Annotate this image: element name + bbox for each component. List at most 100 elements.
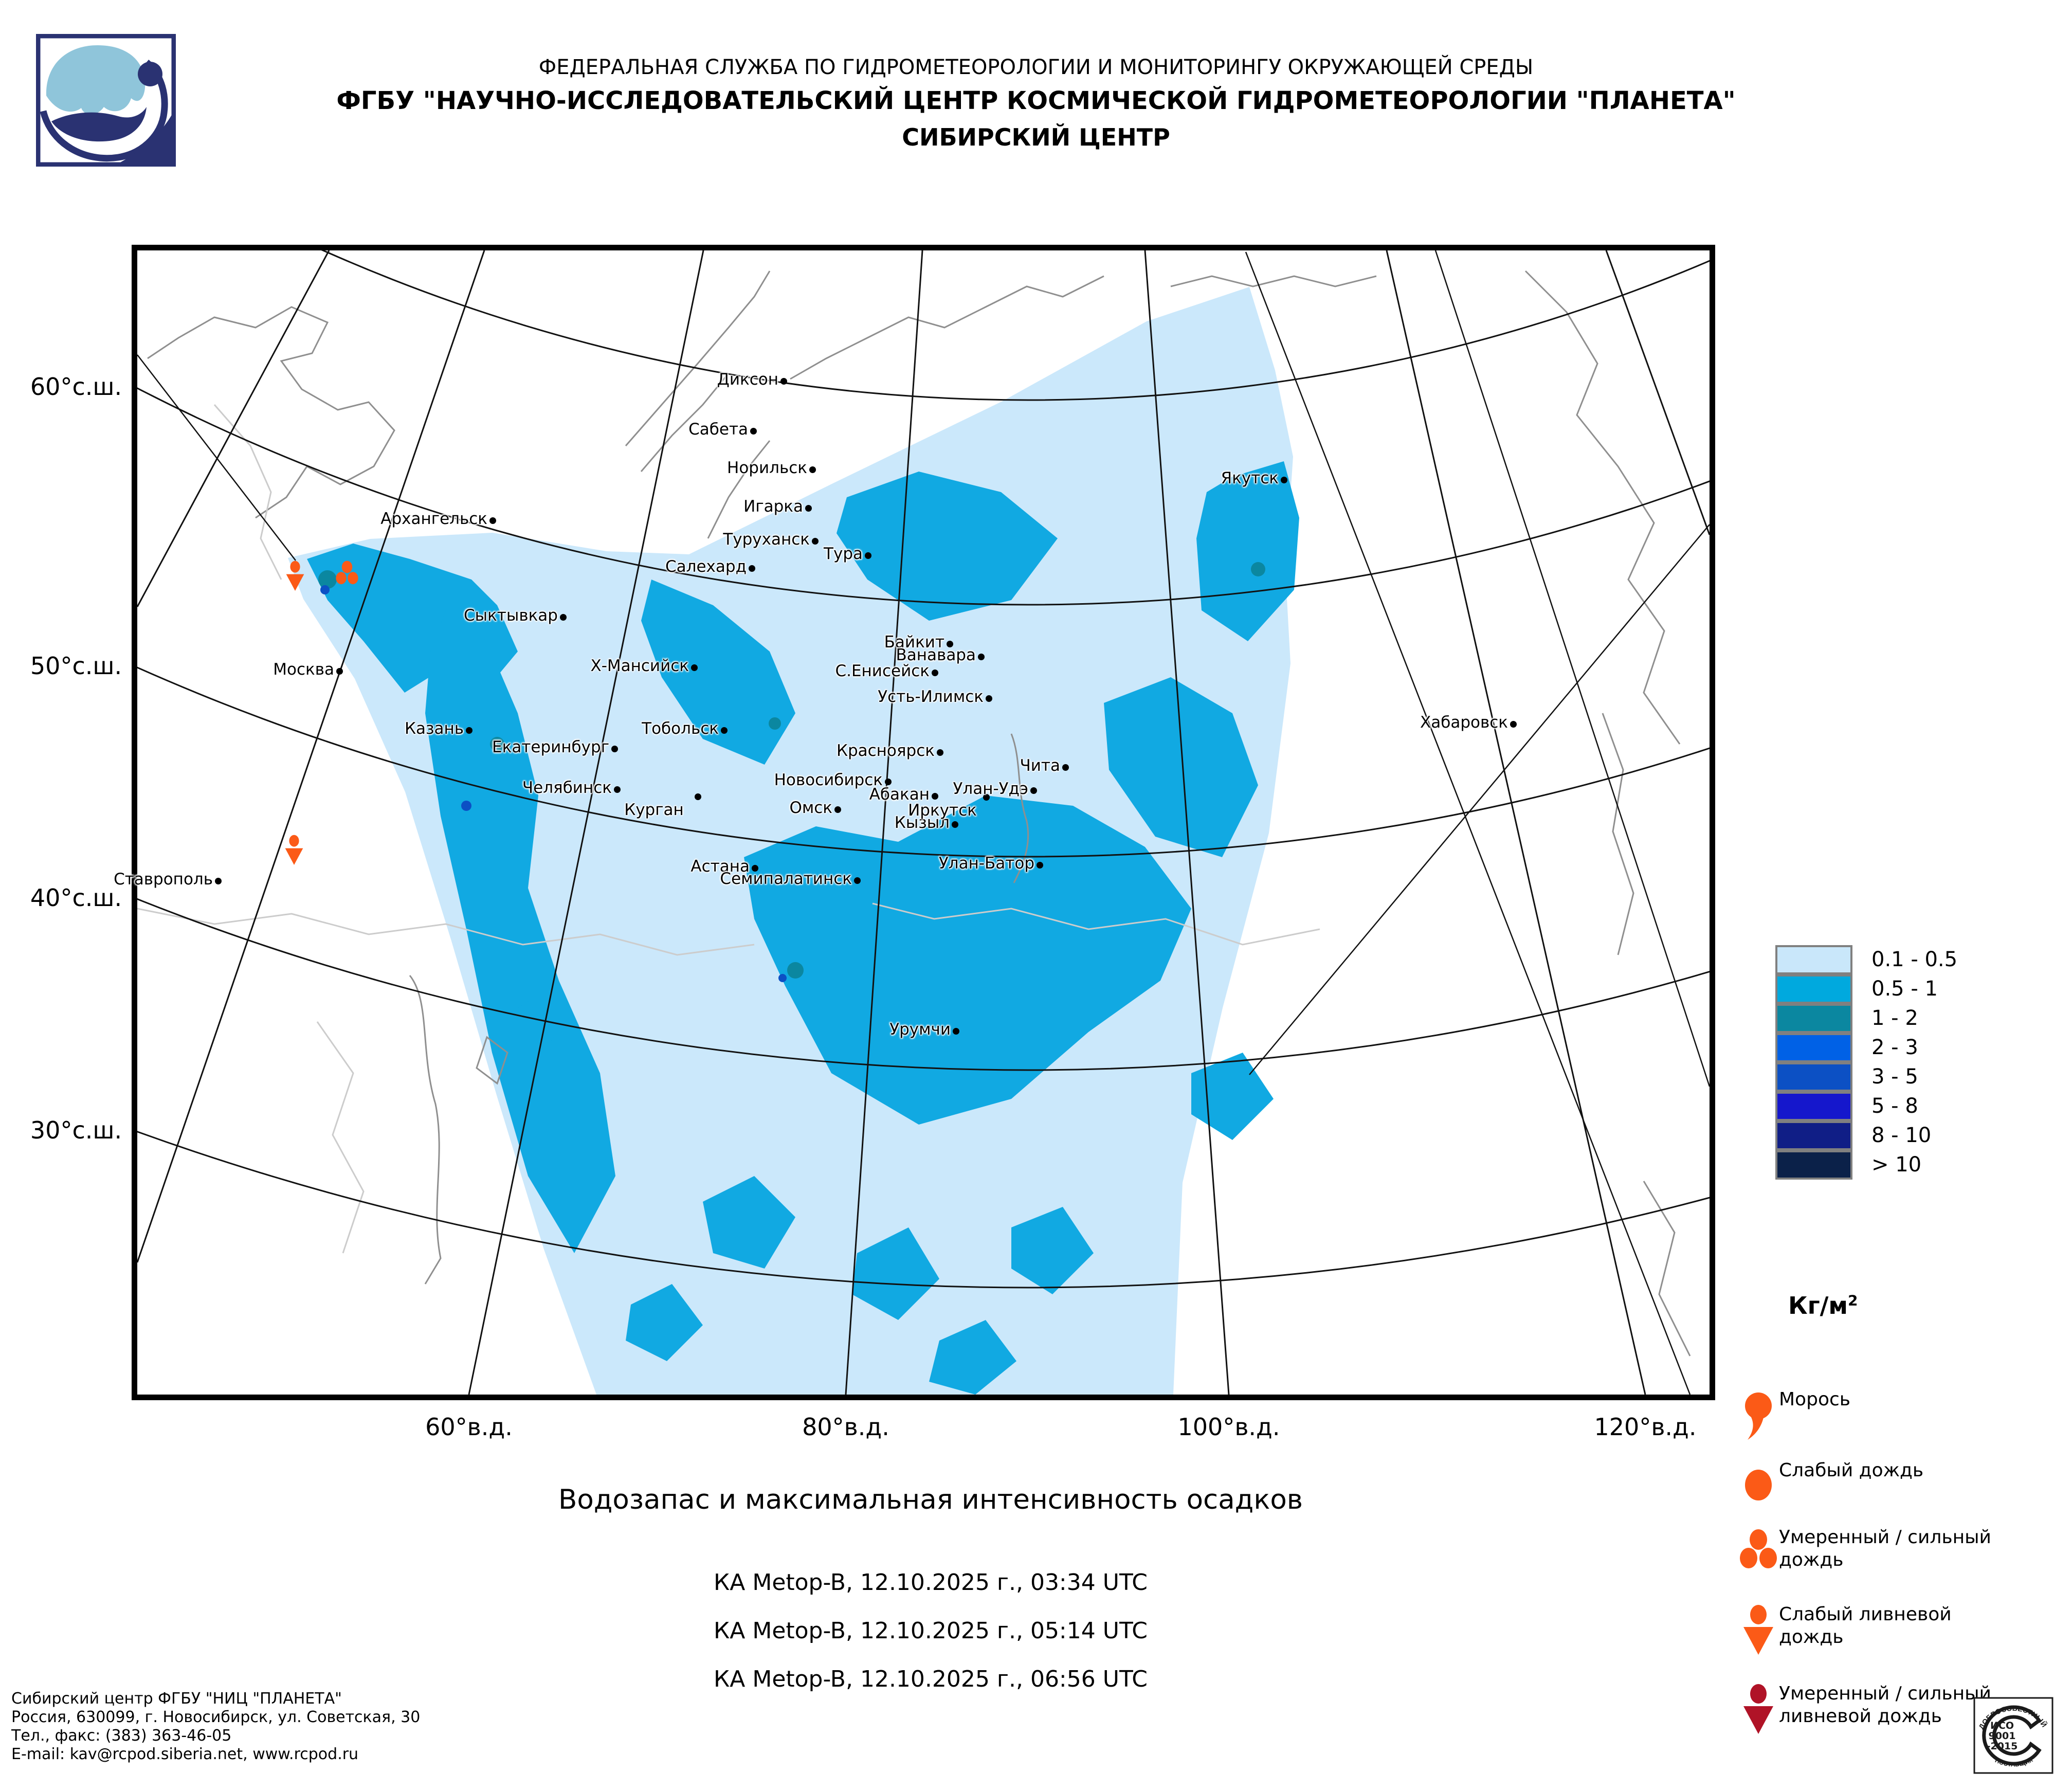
legend-color-swatch xyxy=(1775,1150,1852,1180)
city-label-Якутск: Якутск xyxy=(1221,469,1279,487)
drizzle-icon xyxy=(1735,1388,1782,1447)
city-label-Челябинск: Челябинск xyxy=(522,779,612,797)
iso-9001-stamp-icon: ДОБРОСОВЕСТНЫЙ ПОСТАВЩИК ИСО 9001 -2015 xyxy=(1973,1697,2053,1774)
city-dot xyxy=(947,641,953,647)
svg-text:-2015: -2015 xyxy=(1987,1741,2018,1752)
city-dot xyxy=(691,664,698,671)
city-dot xyxy=(937,749,943,756)
legend-unit: Кг/м2 xyxy=(1788,1292,1858,1319)
intensity-label: Морось xyxy=(1779,1389,1850,1410)
city-dot xyxy=(611,746,618,752)
legend-range-label: > 10 xyxy=(1871,1153,1922,1177)
map-precip-symbol-moderate-rain xyxy=(333,559,361,595)
pass-edge-lines xyxy=(137,250,1710,1395)
city-label-Хабаровск: Хабаровск xyxy=(1420,713,1508,732)
light-shower-icon xyxy=(1735,1603,1782,1662)
moderate-rain-icon xyxy=(1735,1526,1782,1585)
city-dot xyxy=(978,654,985,660)
city-label-Салехард: Салехард xyxy=(665,557,747,576)
city-label-Игарка: Игарка xyxy=(743,497,803,516)
legend-range-label: 0.1 - 0.5 xyxy=(1871,948,1958,971)
city-dot xyxy=(952,821,958,828)
contact-info: Сибирский центр ФГБУ "НИЦ "ПЛАНЕТА" Росс… xyxy=(11,1690,421,1763)
map-precip-symbol-light-shower xyxy=(280,834,308,870)
city-label-Улан-Удэ: Улан-Удэ xyxy=(953,780,1029,798)
map-canvas[interactable]: Диксон Сабета Норильск Игарка Туруханск Тура Я… xyxy=(114,245,1715,1400)
city-label-Астана: Астана xyxy=(690,857,750,876)
city-dot xyxy=(983,794,990,801)
legend-color-swatch xyxy=(1775,1092,1852,1121)
lon-label: 60°в.д. xyxy=(425,1413,513,1441)
pass-line: КА Metop-B, 12.10.2025 г., 06:56 UTC xyxy=(714,1666,1148,1692)
city-label-С.Енисейск: С.Енисейск xyxy=(835,662,930,680)
lat-label: 50°с.ш. xyxy=(30,652,122,680)
logo-satellite xyxy=(138,62,162,86)
city-label-Диксон: Диксон xyxy=(717,370,778,389)
coastlines xyxy=(147,270,1691,1356)
legend-color-swatch xyxy=(1775,1121,1852,1150)
city-dot xyxy=(336,668,343,675)
legend-color-swatch xyxy=(1775,1033,1852,1062)
city-label-Чита: Чита xyxy=(1020,756,1060,775)
legend-range-label: 5 - 8 xyxy=(1871,1094,1918,1118)
city-label-Туруханск: Туруханск xyxy=(723,530,810,549)
city-label-Тобольск: Тобольск xyxy=(642,719,719,738)
city-label-Москва: Москва xyxy=(273,660,334,679)
logo-corner xyxy=(118,111,174,164)
legend-color-swatch xyxy=(1775,945,1852,974)
precip-medium-blobs xyxy=(307,461,1299,1395)
city-label-Курган: Курган xyxy=(624,801,684,819)
lon-label: 120°в.д. xyxy=(1594,1413,1697,1441)
city-dot xyxy=(1062,764,1069,771)
city-dot xyxy=(721,727,728,734)
city-label-Байкит: Байкит xyxy=(884,633,944,652)
city-label-Улан-Батор: Улан-Батор xyxy=(938,854,1034,873)
city-label-Ванавара: Ванавара xyxy=(896,646,976,664)
light-rain-icon xyxy=(1735,1459,1782,1518)
lat-label: 60°с.ш. xyxy=(30,373,122,401)
city-label-Урумчи: Урумчи xyxy=(889,1020,951,1039)
svg-text:9001: 9001 xyxy=(1989,1730,2016,1742)
city-dot xyxy=(215,878,222,884)
city-label-Красноярск: Красноярск xyxy=(836,741,935,760)
legend-color-swatch xyxy=(1775,1062,1852,1092)
lat-label: 40°с.ш. xyxy=(30,884,122,912)
svg-text:ИСО: ИСО xyxy=(1990,1720,2014,1731)
city-dot xyxy=(614,786,621,793)
city-dot xyxy=(932,670,938,676)
lon-label: 100°в.д. xyxy=(1177,1413,1280,1441)
heavy-shower-icon xyxy=(1735,1683,1782,1741)
city-dot xyxy=(986,695,992,702)
city-dot xyxy=(854,877,861,884)
city-dot xyxy=(1030,787,1037,794)
city-dot xyxy=(865,552,871,559)
city-label-Семипалатинск: Семипалатинск xyxy=(720,870,852,888)
header-service-name: ФЕДЕРАЛЬНАЯ СЛУЖБА ПО ГИДРОМЕТЕОРОЛОГИИ … xyxy=(538,56,1534,79)
city-dot xyxy=(1037,862,1043,869)
city-label-Норильск: Норильск xyxy=(727,459,807,477)
city-label-Архангельск: Архангельск xyxy=(380,510,487,528)
city-dot xyxy=(489,517,496,524)
city-label-Кызыл: Кызыл xyxy=(894,813,950,832)
city-dot xyxy=(1510,721,1517,728)
legend-range-label: 8 - 10 xyxy=(1871,1124,1932,1147)
city-dot xyxy=(780,378,787,385)
city-dot xyxy=(466,727,472,734)
logo-orbit xyxy=(40,60,168,162)
legend-color-swatch xyxy=(1775,974,1852,1004)
city-dot xyxy=(809,466,816,473)
map-title: Водозапас и максимальная интенсивность о… xyxy=(558,1484,1303,1515)
logo-wave xyxy=(51,107,147,142)
map-precip-symbol-light-shower xyxy=(281,560,309,596)
city-dot xyxy=(805,505,812,512)
map-image xyxy=(137,250,1710,1395)
intensity-label: Умеренный / сильный дождь xyxy=(1779,1527,1991,1570)
graticule-parallels xyxy=(137,250,1710,1288)
city-dot xyxy=(695,793,701,800)
pass-line: КА Metop-B, 12.10.2025 г., 05:14 UTC xyxy=(714,1618,1148,1644)
city-dot xyxy=(834,806,841,813)
lat-label: 30°с.ш. xyxy=(30,1116,122,1144)
legend-color-swatch xyxy=(1775,1004,1852,1033)
legend-range-label: 1 - 2 xyxy=(1871,1006,1918,1030)
